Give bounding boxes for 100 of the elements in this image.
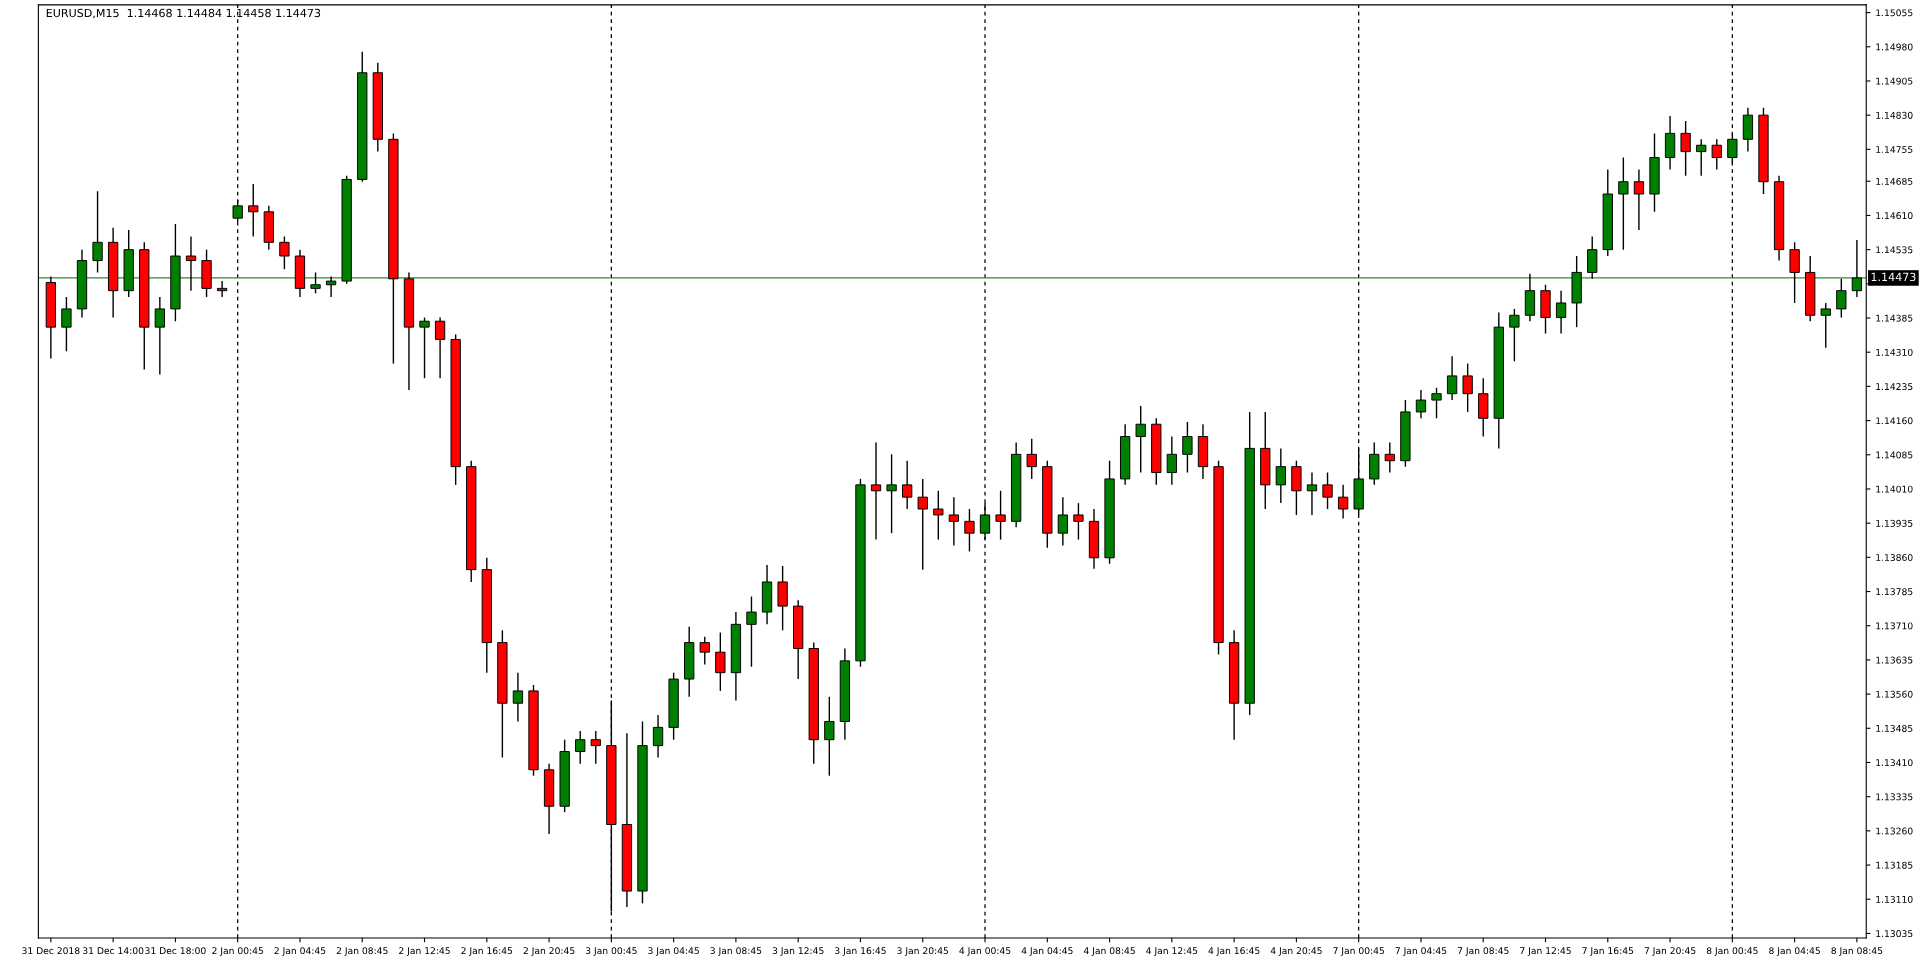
candlestick [1836,278,1847,319]
x-tick-label: 3 Jan 16:45 [835,947,886,956]
x-tick-label: 4 Jan 20:45 [1270,947,1322,956]
candlestick [1322,471,1333,510]
candlestick [1633,168,1645,231]
y-tick-label: 1.14755 [1876,146,1913,153]
x-tick-label: 3 Jan 08:45 [710,947,762,956]
y-tick-label: 1.13860 [1876,554,1913,561]
y-tick-label: 1.14085 [1876,451,1913,459]
candlestick [1820,302,1831,349]
candlestick [325,275,337,298]
candlestick [995,490,1006,541]
candlestick [92,190,103,274]
candlestick [185,235,197,292]
candlestick [216,280,228,298]
candlestick [1135,405,1146,474]
x-tick-label: 7 Jan 12:45 [1520,947,1571,956]
candlestick [1337,484,1349,520]
candlestick [512,671,524,723]
x-tick-label: 31 Dec 2018 [22,947,80,955]
x-tick-label: 4 Jan 00:45 [959,947,1011,956]
x-tick-label: 2 Jan 04:45 [274,947,326,956]
candlestick [1587,235,1598,280]
candlestick [1555,289,1567,335]
candlestick [1182,421,1193,474]
x-tick-label: 4 Jan 12:45 [1146,947,1198,956]
y-tick-label: 1.13410 [1876,759,1913,767]
x-tick-label: 7 Jan 04:45 [1395,947,1447,956]
candlestick [1057,496,1069,547]
candlestick [154,296,165,376]
x-tick-label: 2 Jan 12:45 [399,947,450,956]
y-tick-label: 1.14235 [1876,383,1913,391]
y-tick-label: 1.13785 [1876,588,1913,596]
x-tick-label: 7 Jan 08:45 [1457,947,1509,956]
candlestick [1509,308,1520,363]
candlestick [902,460,913,510]
candlestick [715,631,726,692]
y-tick-label: 1.14905 [1876,77,1913,85]
candlestick [824,696,835,777]
candlestick [933,490,944,541]
x-tick-label: 8 Jan 00:45 [1706,947,1758,956]
y-tick-label: 1.15055 [1876,9,1913,17]
x-tick-label: 7 Jan 16:45 [1582,947,1634,956]
candlestick [1462,362,1473,413]
candlestick [1446,355,1458,401]
x-tick-label: 3 Jan 04:45 [648,947,699,956]
candlestick [1618,156,1629,251]
candlestick [1789,241,1800,304]
candlestick [575,730,586,765]
y-tick-label: 1.14010 [1876,485,1913,493]
candlestick [886,453,897,534]
y-tick-label: 1.13560 [1876,690,1913,698]
x-tick-label: 3 Jan 00:45 [585,947,637,956]
x-tick-label: 3 Jan 20:45 [897,947,949,956]
candlestick [1415,389,1427,419]
x-tick-label: 31 Dec 14:00 [83,947,144,955]
y-tick-label: 1.14685 [1876,177,1913,185]
y-tick-label: 1.13260 [1876,827,1913,835]
x-tick-label: 2 Jan 16:45 [461,947,513,956]
ref-line-label: 1.14473 [1871,272,1916,282]
x-tick-label: 7 Jan 00:45 [1333,947,1384,956]
candlestick [917,478,928,571]
y-tick-label: 1.13710 [1876,622,1913,630]
candlestick [948,496,960,547]
candlestick [248,183,259,238]
x-tick-label: 2 Jan 20:45 [523,947,575,956]
y-tick-label: 1.14980 [1876,43,1913,51]
x-tick-label: 8 Jan 04:45 [1769,947,1820,956]
candlestick [964,508,975,553]
candlestick [434,316,446,379]
candlestick [1026,438,1037,480]
candlestick [652,714,664,759]
y-tick-label: 1.13485 [1876,724,1913,732]
x-tick-label: 2 Jan 00:45 [212,947,263,956]
candlestick [1306,471,1318,516]
x-tick-label: 4 Jan 16:45 [1208,947,1260,956]
candlestick [1851,239,1863,298]
candlestick [1680,120,1691,177]
y-tick-label: 1.14310 [1876,348,1913,356]
x-tick-label: 4 Jan 04:45 [1021,947,1073,956]
candlestick [279,235,290,270]
candlestick [1431,387,1442,419]
x-tick-label: 2 Jan 08:45 [336,947,388,956]
y-tick-label: 1.13635 [1876,656,1913,664]
candlestick [1384,441,1395,474]
y-tick-label: 1.13935 [1876,519,1913,527]
chart-title: EURUSD,M15 1.14468 1.14484 1.14458 1.14473 [46,8,321,19]
y-tick-label: 1.13335 [1876,793,1913,801]
candlestick [870,441,882,541]
y-tick-label: 1.14830 [1876,111,1913,119]
candlestick [1275,447,1286,504]
candlestick [746,595,757,668]
x-tick-label: 3 Jan 12:45 [772,947,824,956]
candlestick [1073,502,1084,541]
x-tick-label: 4 Jan 08:45 [1083,947,1135,956]
x-tick-label: 7 Jan 20:45 [1644,947,1696,956]
candlestick [1166,435,1178,486]
candlestick [699,635,710,666]
candlestick [1696,138,1707,177]
y-tick-label: 1.13185 [1876,861,1913,869]
